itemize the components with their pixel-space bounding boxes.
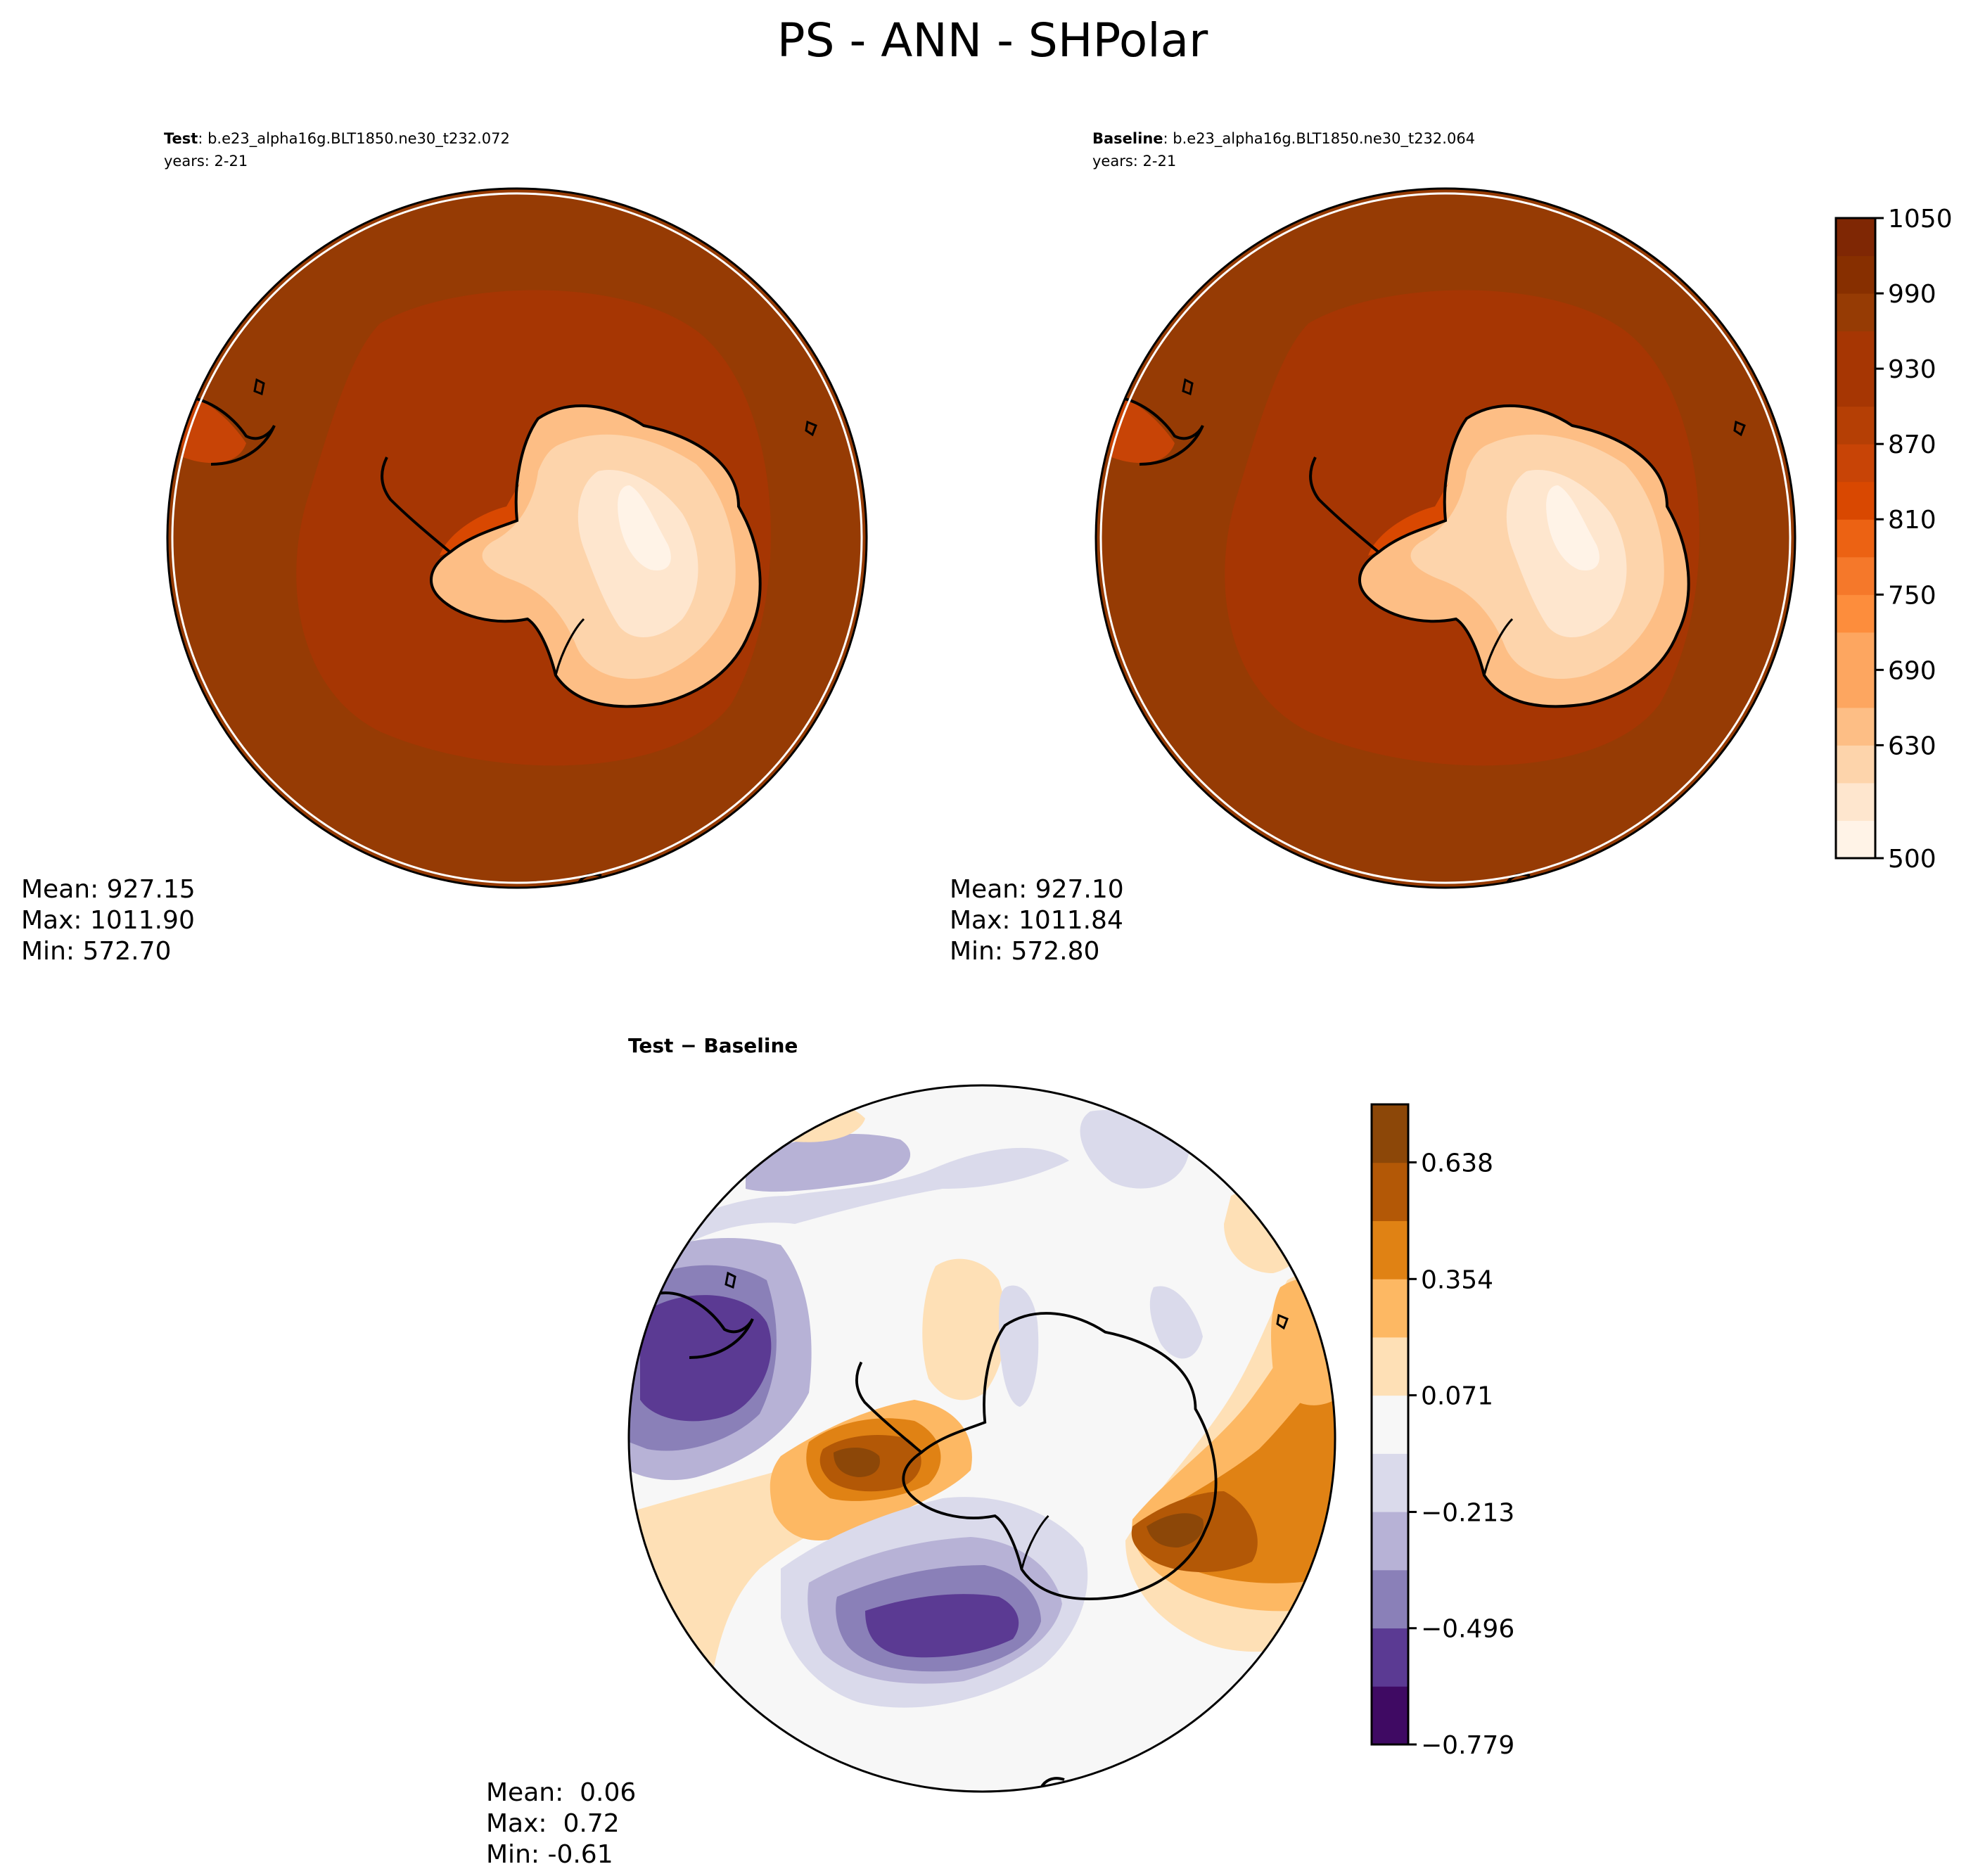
baseline-map-boundary [1094, 187, 1796, 889]
colorbar-segment [1836, 255, 1875, 294]
diff-colorbar-ticks: 0.638 0.354 0.071 −0.213 −0.496 −0.779 [1408, 1149, 1514, 1760]
colorbar-segment [1836, 218, 1875, 257]
colorbar-tick-label: 0.071 [1421, 1382, 1493, 1411]
colorbar-segment [1372, 1220, 1408, 1280]
colorbar-tick-label: 750 [1888, 581, 1936, 610]
diff-coastlines [653, 1271, 1289, 1792]
colorbar-segment [1836, 632, 1875, 670]
colorbar-segment [1372, 1336, 1408, 1396]
colorbar-segment [1836, 556, 1875, 595]
colorbar-segment [1836, 519, 1875, 558]
test-panel-label: Test: b.e23_alpha16g.BLT1850.ne30_t232.0… [164, 130, 510, 148]
colorbar-segment [1836, 406, 1875, 445]
baseline-years: years: 2-21 [1092, 153, 1176, 170]
colorbar-tick-label: 1050 [1888, 205, 1953, 234]
colorbar-segment [1372, 1395, 1408, 1454]
colorbar-tick-label: 500 [1888, 845, 1936, 874]
test-mean: Mean: 927.15 [21, 875, 196, 904]
test-min: Min: 572.70 [21, 937, 171, 966]
baseline-label-rest: : b.e23_alpha16g.BLT1850.ne30_t232.064 [1163, 130, 1476, 148]
baseline-label-bold: Baseline [1092, 130, 1163, 147]
colorbar-tick-label: −0.779 [1421, 1731, 1514, 1760]
colorbar-segment [1836, 820, 1875, 859]
baseline-max: Max: 1011.84 [950, 906, 1123, 935]
diff-mean: Mean: 0.06 [486, 1778, 636, 1807]
test-map [167, 189, 867, 888]
colorbar-segment [1372, 1686, 1408, 1745]
colorbar-segment [1836, 594, 1875, 633]
test-panel: Test: b.e23_alpha16g.BLT1850.ne30_t232.0… [21, 130, 868, 966]
diff-colorbar-segments [1372, 1104, 1408, 1745]
main-colorbar-segments [1836, 218, 1875, 859]
colorbar-tick-label: −0.496 [1421, 1615, 1514, 1644]
colorbar-segment [1836, 745, 1875, 784]
colorbar-segment [1836, 782, 1875, 821]
main-colorbar-ticks: 1050 990 930 870 810 750 690 630 500 [1875, 205, 1953, 874]
colorbar-segment [1372, 1453, 1408, 1512]
test-label-rest: : b.e23_alpha16g.BLT1850.ne30_t232.072 [198, 130, 510, 148]
test-label-bold: Test [164, 130, 198, 147]
colorbar-tick-label: 870 [1888, 430, 1936, 459]
diff-colorbar-frame [1370, 1103, 1410, 1746]
main-colorbar: 1050 990 930 870 810 750 690 630 500 [1834, 205, 1953, 874]
colorbar-tick-label: −0.213 [1421, 1498, 1514, 1527]
colorbar-segment [1836, 481, 1875, 520]
colorbar-tick-label: 630 [1888, 732, 1936, 760]
colorbar-segment [1372, 1628, 1408, 1687]
diff-panel: Test − Baseline [486, 1034, 1336, 1869]
diff-map-boundary [627, 1084, 1336, 1793]
baseline-panel: Baseline: b.e23_alpha16g.BLT1850.ne30_t2… [950, 130, 1796, 966]
diff-min: Min: -0.61 [486, 1840, 613, 1869]
colorbar-segment [1372, 1104, 1408, 1163]
colorbar-segment [1372, 1569, 1408, 1629]
colorbar-segment [1372, 1279, 1408, 1338]
test-map-boundary [166, 187, 868, 889]
colorbar-tick-label: 930 [1888, 355, 1936, 384]
diff-colorbar: 0.638 0.354 0.071 −0.213 −0.496 −0.779 [1370, 1103, 1514, 1760]
colorbar-segment [1836, 369, 1875, 407]
colorbar-tick-label: 0.638 [1421, 1149, 1493, 1178]
diff-map [629, 1085, 1335, 1792]
colorbar-segment [1836, 331, 1875, 369]
test-max: Max: 1011.90 [21, 906, 195, 935]
colorbar-tick-label: 690 [1888, 656, 1936, 685]
colorbar-segment [1836, 293, 1875, 332]
colorbar-tick-label: 0.354 [1421, 1265, 1493, 1294]
colorbar-segment [1836, 707, 1875, 746]
colorbar-segment [1836, 670, 1875, 708]
colorbar-segment [1836, 444, 1875, 483]
colorbar-segment [1372, 1162, 1408, 1221]
colorbar-tick-label: 810 [1888, 506, 1936, 535]
diff-panel-label: Test − Baseline [628, 1034, 798, 1057]
baseline-panel-label: Baseline: b.e23_alpha16g.BLT1850.ne30_t2… [1092, 130, 1475, 148]
baseline-mean: Mean: 927.10 [950, 875, 1124, 904]
baseline-min: Min: 572.80 [950, 937, 1099, 966]
colorbar-segment [1372, 1512, 1408, 1571]
baseline-map [1096, 189, 1795, 888]
diff-max: Max: 0.72 [486, 1809, 620, 1838]
figure-title: PS - ANN - SHPolar [777, 13, 1208, 68]
main-colorbar-frame [1834, 217, 1877, 860]
colorbar-tick-label: 990 [1888, 280, 1936, 309]
test-years: years: 2-21 [164, 153, 248, 170]
